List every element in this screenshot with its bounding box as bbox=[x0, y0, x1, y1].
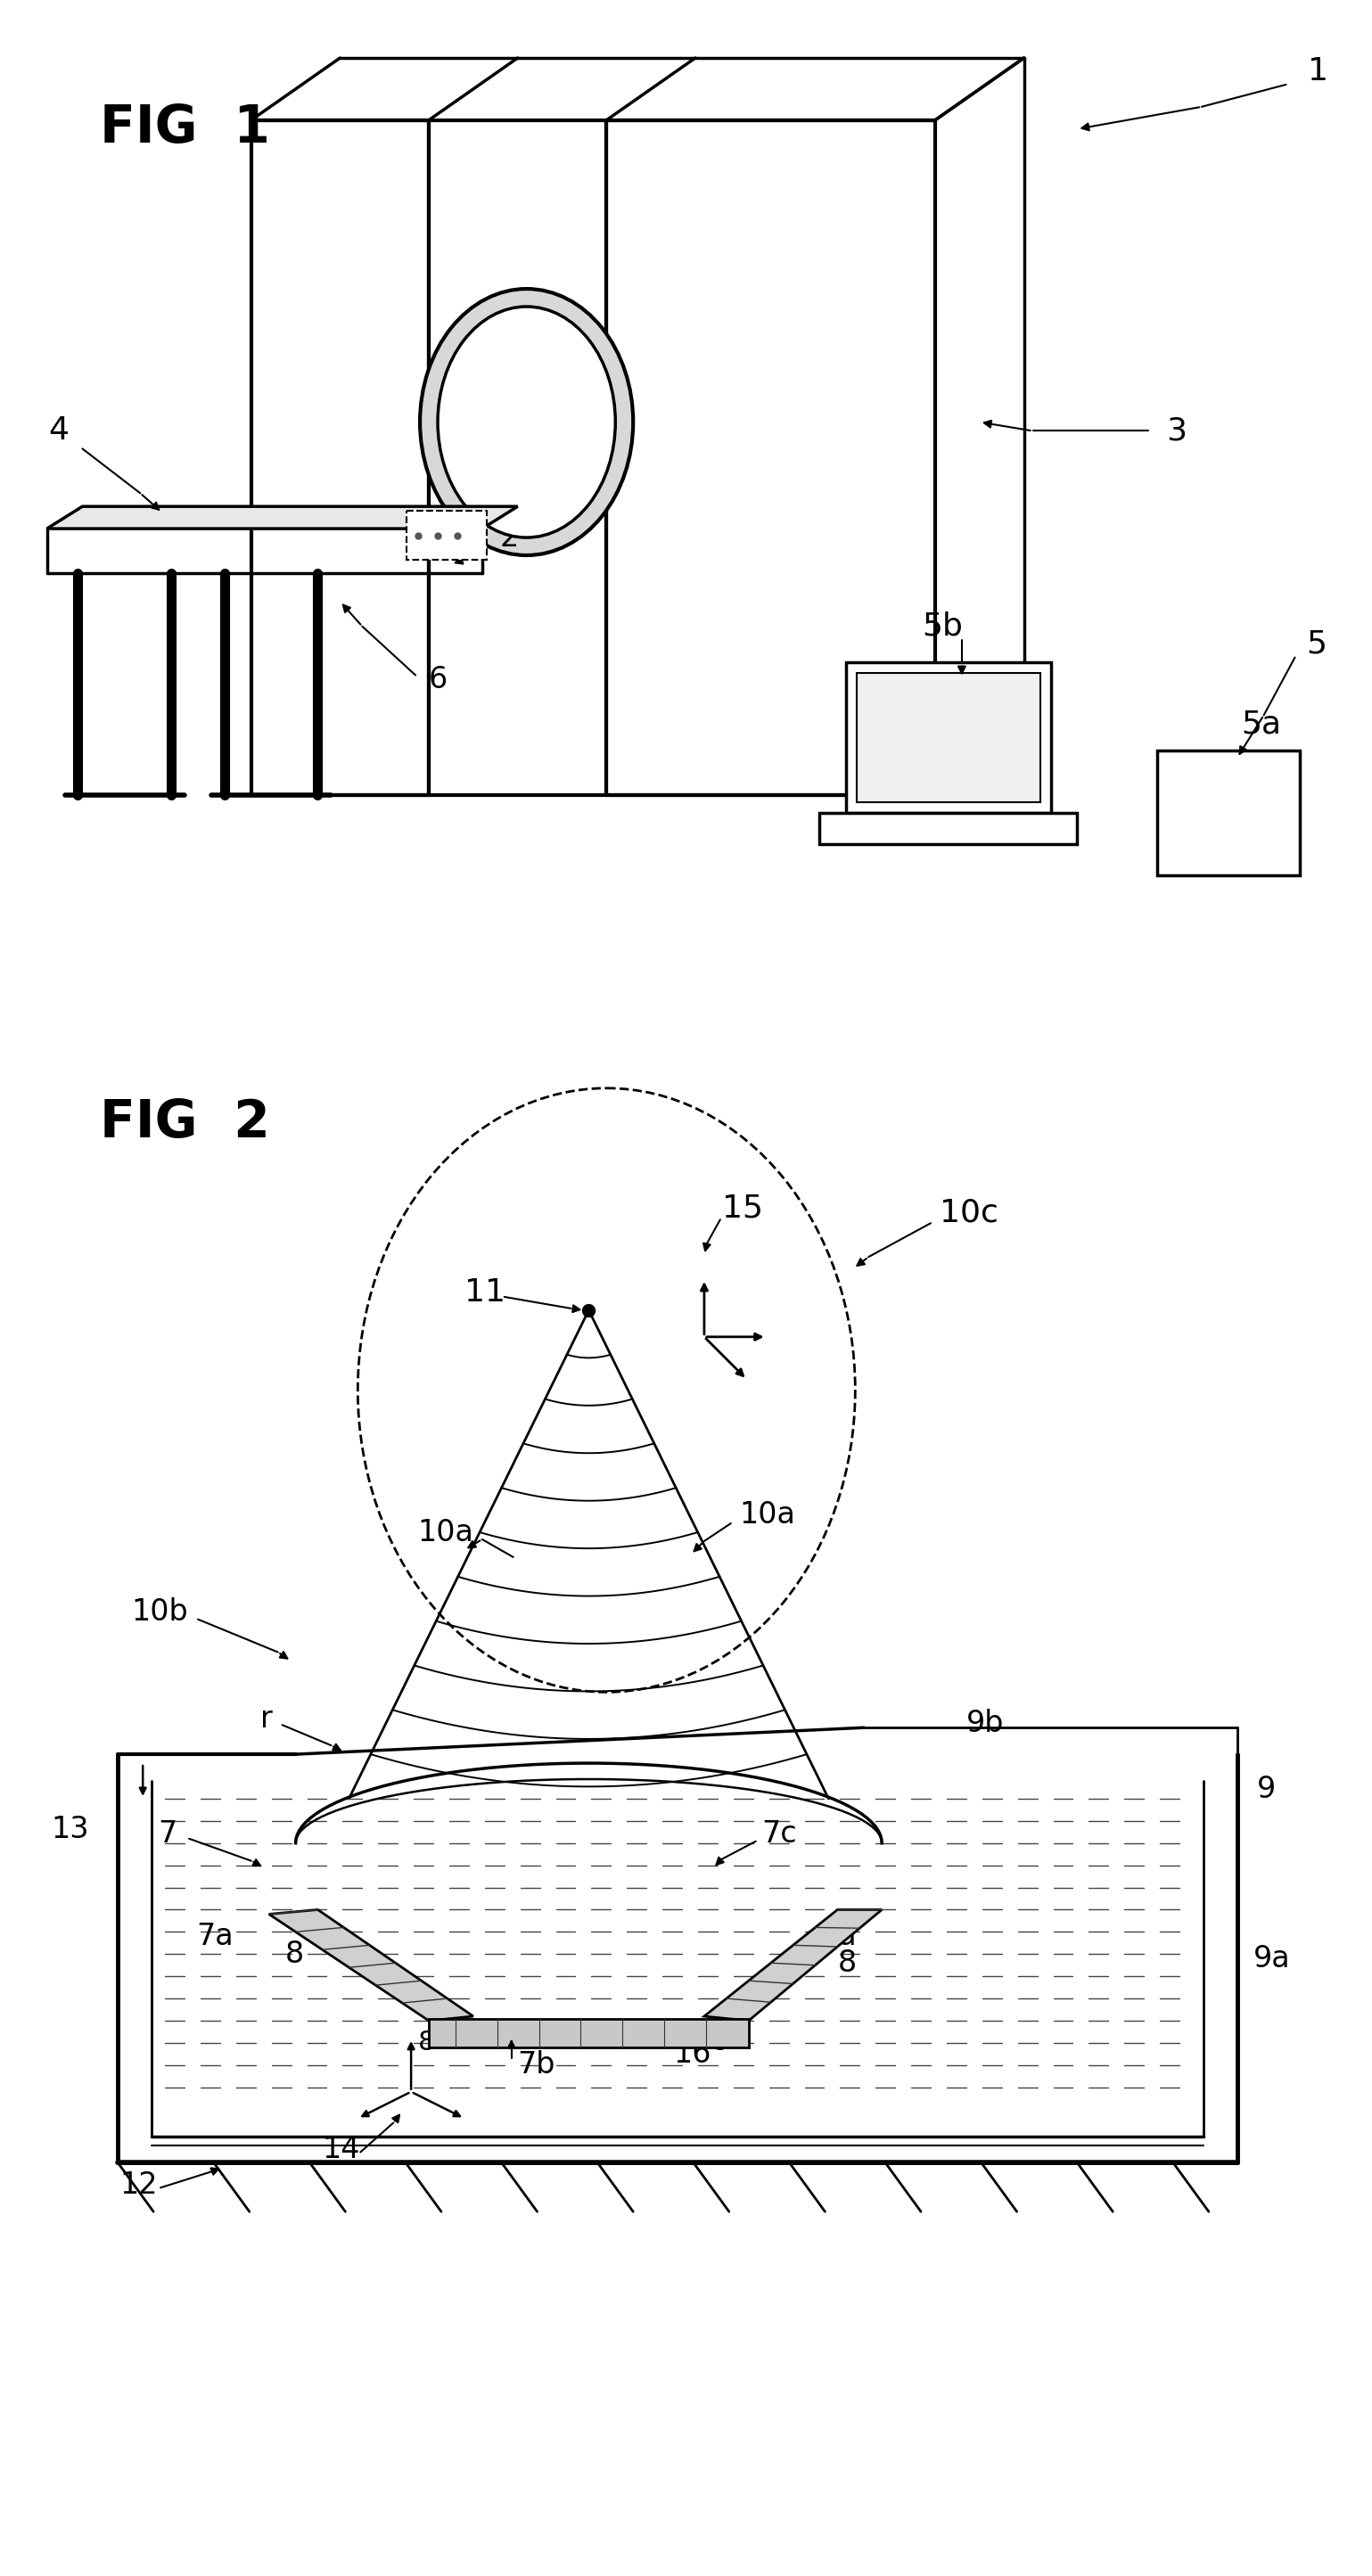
Text: 2: 2 bbox=[499, 523, 519, 551]
Text: 7a: 7a bbox=[819, 1922, 856, 1950]
Text: 9: 9 bbox=[1257, 1775, 1276, 1806]
Text: 7: 7 bbox=[158, 1819, 177, 1850]
Bar bbox=[1157, 750, 1299, 876]
Text: 8: 8 bbox=[285, 1940, 303, 1968]
Bar bbox=[858, 672, 1040, 801]
Bar bbox=[819, 814, 1077, 845]
Text: 10a: 10a bbox=[740, 1499, 796, 1530]
Polygon shape bbox=[269, 1909, 473, 2020]
Text: 10c: 10c bbox=[940, 1198, 999, 1229]
Text: FIG  1: FIG 1 bbox=[100, 103, 270, 152]
Text: 1: 1 bbox=[1309, 57, 1328, 88]
Text: 4: 4 bbox=[48, 415, 69, 446]
Text: 6: 6 bbox=[429, 665, 447, 696]
Ellipse shape bbox=[420, 289, 632, 556]
Bar bbox=[847, 662, 1051, 814]
Text: 11: 11 bbox=[464, 1278, 505, 1309]
Text: 16: 16 bbox=[674, 2040, 711, 2069]
Text: 5b: 5b bbox=[922, 611, 963, 641]
Text: 12: 12 bbox=[119, 2172, 158, 2200]
Text: 7c: 7c bbox=[761, 1819, 797, 1850]
Bar bbox=[406, 510, 487, 559]
Text: 13: 13 bbox=[51, 1816, 89, 1844]
Polygon shape bbox=[704, 1909, 882, 2020]
Text: FIG  2: FIG 2 bbox=[100, 1097, 270, 1149]
Text: 5a: 5a bbox=[1242, 708, 1281, 739]
Text: 15: 15 bbox=[722, 1193, 763, 1224]
Text: 7a: 7a bbox=[196, 1922, 233, 1950]
Polygon shape bbox=[429, 2020, 749, 2048]
Ellipse shape bbox=[438, 307, 616, 538]
Text: 8: 8 bbox=[711, 2030, 729, 2056]
Text: 9b: 9b bbox=[966, 1708, 1004, 1739]
Text: r: r bbox=[261, 1705, 272, 1734]
Text: 10b: 10b bbox=[132, 1597, 188, 1628]
Text: 9a: 9a bbox=[1253, 1945, 1290, 1973]
Polygon shape bbox=[47, 507, 517, 528]
Text: 3: 3 bbox=[1166, 415, 1187, 446]
Text: 5: 5 bbox=[1306, 629, 1327, 659]
Text: 14: 14 bbox=[322, 2136, 359, 2164]
Text: 8: 8 bbox=[837, 1947, 856, 1978]
Text: 10a: 10a bbox=[417, 1517, 473, 1548]
Text: 7b: 7b bbox=[517, 2050, 556, 2079]
Text: 8: 8 bbox=[418, 2030, 435, 2056]
